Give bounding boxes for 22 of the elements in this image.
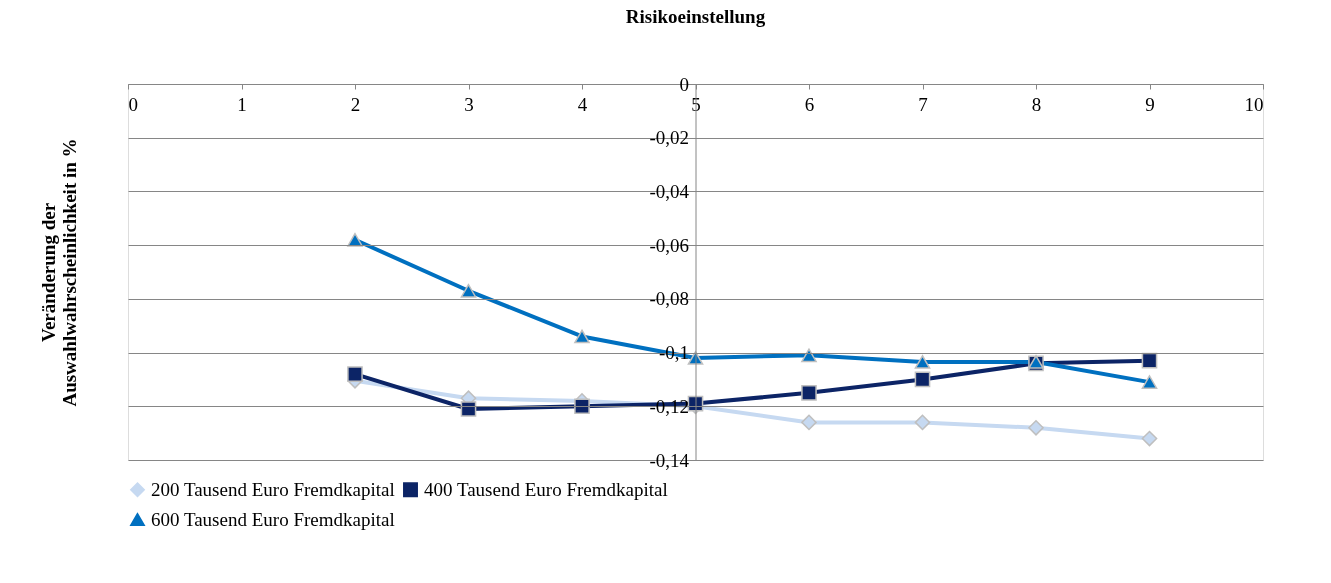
y-tick-label: -0,08 [649,288,689,310]
x-tick-label: 10 [1244,93,1264,115]
x-tick-label: 8 [1031,93,1042,115]
x-tick-label: 2 [350,93,361,115]
x-tick-label: 0 [128,93,138,115]
y-tick-label: -0,06 [649,234,689,256]
x-tick-label: 1 [237,93,247,115]
y-axis-title: Veränderung der Auswahlwahrscheinlichkeit in % [37,138,80,407]
x-tick-label: 3 [464,93,474,115]
y-tick-label: 0 [679,73,689,95]
y-tick-label: -0,14 [649,449,690,471]
x-tick-label: 4 [577,93,588,115]
x-tick-label: 7 [918,93,928,115]
x-tick-label: 6 [804,93,815,115]
y-tick-label: -0,04 [649,180,690,202]
legend-label: 600 Tausend Euro Fremdkapital [151,508,395,530]
x-tick-label: 9 [1145,93,1155,115]
y-tick-label: -0,02 [649,127,689,149]
x-tick-label: 5 [691,93,701,115]
chart-title: Risikoeinstellung [625,6,766,27]
legend-label: 200 Tausend Euro Fremdkapital [151,478,395,500]
legend-label: 400 Tausend Euro Fremdkapital [424,478,668,500]
